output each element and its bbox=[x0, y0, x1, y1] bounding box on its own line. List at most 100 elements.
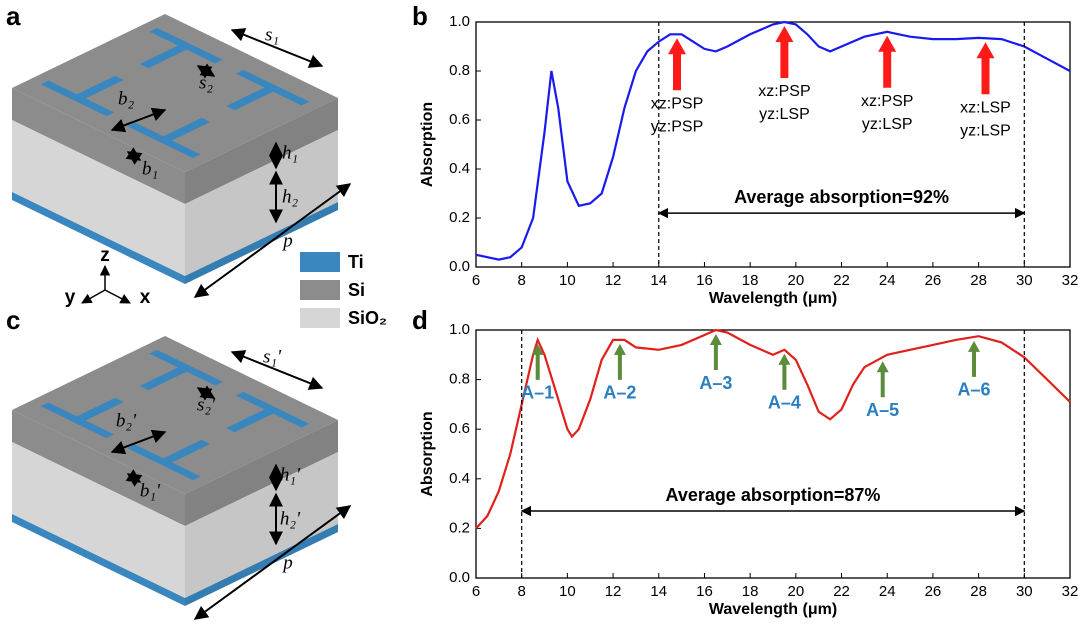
x-tick-label: 26 bbox=[925, 272, 942, 289]
x-tick-label: 30 bbox=[1016, 583, 1033, 600]
range-label: Average absorption=92% bbox=[734, 187, 949, 207]
y-tick-label: 0.2 bbox=[449, 519, 470, 536]
x-tick-label: 20 bbox=[788, 272, 805, 289]
dimension-label: h₂' bbox=[280, 508, 301, 529]
annotation-arrow bbox=[968, 340, 980, 377]
ti-pattern bbox=[235, 391, 310, 428]
dimension-arrow bbox=[196, 385, 216, 401]
annotation-label: yz:LSP bbox=[960, 123, 1011, 140]
y-tick-label: 0.8 bbox=[449, 371, 470, 388]
dimension-label: b₁ bbox=[142, 158, 158, 179]
y-tick-label: 0.0 bbox=[449, 569, 470, 586]
x-tick-label: 22 bbox=[833, 272, 850, 289]
x-tick-label: 32 bbox=[1062, 272, 1079, 289]
plot-frame bbox=[475, 329, 1071, 579]
dimension-arrow bbox=[193, 183, 352, 298]
y-tick-label: 0.6 bbox=[449, 420, 470, 437]
y-axis-label: Absorption bbox=[419, 102, 436, 187]
y-tick-label: 0.8 bbox=[449, 62, 470, 79]
dimension-label: h₁' bbox=[280, 464, 301, 485]
y-tick-label: 1.0 bbox=[449, 321, 470, 338]
annotation-arrow bbox=[778, 353, 791, 390]
dimension-label: s₁' bbox=[263, 346, 282, 367]
dimension-arrow bbox=[125, 469, 143, 487]
annotation-label: yz:LSP bbox=[759, 106, 810, 123]
legend-label: Ti bbox=[348, 252, 364, 272]
panel-letter: a bbox=[6, 1, 21, 31]
annotation-label: A–3 bbox=[699, 373, 732, 393]
side-face bbox=[12, 120, 185, 276]
x-axis-label: Wavelength (μm) bbox=[709, 290, 837, 307]
side-face bbox=[12, 410, 185, 526]
x-tick-label: 16 bbox=[696, 272, 713, 289]
panel-letter: d bbox=[412, 305, 428, 335]
axis-triad bbox=[81, 289, 106, 304]
side-face bbox=[12, 442, 185, 598]
x-tick-label: 32 bbox=[1062, 583, 1079, 600]
x-tick-label: 20 bbox=[788, 583, 805, 600]
annotation-label: xz:LSP bbox=[960, 100, 1011, 117]
annotation-label: A–4 bbox=[768, 393, 801, 413]
x-tick-label: 28 bbox=[970, 272, 987, 289]
dimension-label: s₂' bbox=[197, 394, 216, 415]
x-tick-label: 26 bbox=[925, 583, 942, 600]
axis-triad-label: x bbox=[140, 287, 151, 308]
annotation-label: yz:PSP bbox=[651, 118, 703, 135]
top-face bbox=[12, 336, 338, 494]
dimension-arrow bbox=[230, 350, 324, 390]
annotation-label: xz:PSP bbox=[861, 93, 913, 110]
legend-label: Si bbox=[348, 280, 365, 300]
y-tick-label: 0.6 bbox=[449, 111, 470, 128]
x-tick-label: 22 bbox=[833, 583, 850, 600]
x-axis-label: Wavelength (μm) bbox=[709, 601, 837, 618]
side-face bbox=[185, 420, 338, 526]
x-tick-label: 28 bbox=[970, 583, 987, 600]
ti-pattern bbox=[235, 69, 310, 106]
x-tick-label: 18 bbox=[742, 272, 759, 289]
y-axis-label: Absorption bbox=[419, 411, 436, 496]
annotation-arrow bbox=[878, 35, 897, 88]
dimension-arrow bbox=[125, 147, 143, 165]
dimension-label: b₁' bbox=[140, 480, 161, 501]
x-tick-label: 8 bbox=[518, 272, 526, 289]
annotation-label: xz:PSP bbox=[758, 83, 810, 100]
annotation-label: A–5 bbox=[866, 400, 899, 420]
legend-swatch bbox=[300, 308, 340, 328]
ti-pattern bbox=[226, 408, 277, 433]
legend-swatch bbox=[300, 252, 340, 272]
dimension-arrow bbox=[110, 429, 167, 455]
annotation-arrow bbox=[613, 343, 626, 380]
dimension-label: p bbox=[281, 230, 293, 251]
x-tick-label: 30 bbox=[1016, 272, 1033, 289]
side-face bbox=[185, 98, 338, 204]
x-tick-label: 10 bbox=[559, 583, 576, 600]
ti-pattern bbox=[40, 80, 115, 117]
dimension-arrow bbox=[110, 107, 167, 133]
ti-pattern bbox=[149, 27, 223, 64]
axis-triad-label: z bbox=[100, 245, 110, 266]
x-tick-label: 10 bbox=[559, 272, 576, 289]
x-tick-label: 24 bbox=[879, 583, 896, 600]
annotation-arrow bbox=[876, 361, 889, 398]
curve bbox=[475, 20, 1071, 261]
legend-label: SiO₂ bbox=[348, 308, 387, 328]
shade bbox=[185, 420, 338, 526]
side-face bbox=[12, 514, 185, 606]
x-tick-label: 6 bbox=[472, 583, 480, 600]
annotation-label: yz:LSP bbox=[862, 116, 913, 133]
dimension-arrow bbox=[230, 28, 324, 68]
annotation-arrow bbox=[709, 334, 722, 370]
x-tick-label: 8 bbox=[518, 583, 526, 600]
dimension-label: b₂ bbox=[118, 88, 135, 109]
ti-pattern bbox=[160, 117, 211, 142]
annotation-label: A–6 bbox=[958, 380, 991, 400]
annotation-arrow bbox=[531, 343, 544, 380]
ti-pattern bbox=[139, 366, 190, 391]
axis-triad bbox=[104, 289, 131, 304]
legend-swatch bbox=[300, 280, 340, 300]
ti-pattern bbox=[226, 86, 277, 111]
side-face bbox=[12, 192, 185, 284]
ti-pattern bbox=[73, 397, 124, 422]
annotation-arrow bbox=[976, 42, 995, 95]
ti-pattern bbox=[160, 439, 211, 464]
